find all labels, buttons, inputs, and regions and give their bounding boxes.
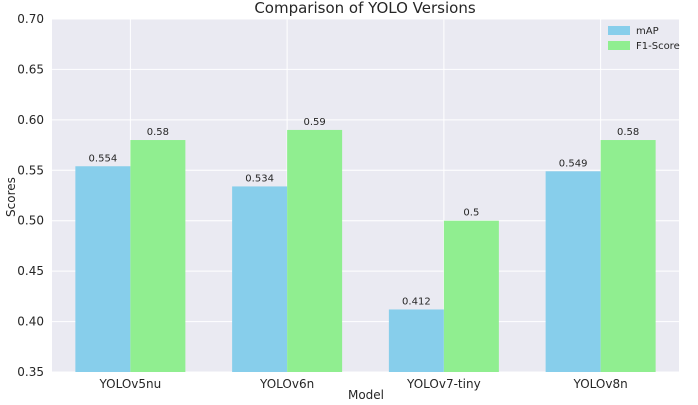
legend-label: mAP xyxy=(636,26,659,37)
x-tick-label: YOLOv7-tiny xyxy=(406,377,481,391)
bar-map-0 xyxy=(75,166,131,372)
legend-swatch xyxy=(608,26,630,35)
x-tick-label: YOLOv6n xyxy=(259,377,314,391)
y-tick-label: 0.55 xyxy=(17,163,44,177)
x-tick-label: YOLOv5nu xyxy=(98,377,161,391)
y-tick-label: 0.60 xyxy=(17,113,44,127)
bar-value-label: 0.554 xyxy=(89,153,118,164)
y-tick-label: 0.70 xyxy=(17,12,44,26)
bar-f1-score-3 xyxy=(600,140,656,372)
bar-value-label: 0.412 xyxy=(402,296,431,307)
tick-labels: 0.35 0.40 0.45 0.50 0.55 0.60 0.65 0.70 YOLOv5nu… xyxy=(17,12,627,391)
bar-value-label: 0.58 xyxy=(617,127,639,138)
bar-value-label: 0.5 xyxy=(463,208,479,219)
bar-value-label: 0.59 xyxy=(303,117,325,128)
legend-swatch xyxy=(608,41,630,50)
y-tick-label: 0.50 xyxy=(17,214,44,228)
chart-title: Comparison of YOLO Versions xyxy=(254,0,476,17)
bar-value-label: 0.534 xyxy=(245,173,274,184)
y-tick-label: 0.65 xyxy=(17,62,44,76)
y-axis-label: Scores xyxy=(4,177,18,217)
bar-value-label: 0.549 xyxy=(559,158,588,169)
y-tick-label: 0.45 xyxy=(17,264,44,278)
x-axis-label: Model xyxy=(348,388,384,402)
bars xyxy=(75,129,656,372)
legend-label: F1-Score xyxy=(636,41,680,52)
bar-map-2 xyxy=(388,309,444,372)
x-tick-label: YOLOv8n xyxy=(573,377,628,391)
y-tick-label: 0.35 xyxy=(17,365,44,379)
bar-value-label: 0.58 xyxy=(147,127,169,138)
bar-map-1 xyxy=(232,186,288,372)
bar-f1-score-1 xyxy=(287,129,343,372)
y-tick-label: 0.40 xyxy=(17,315,44,329)
bar-f1-score-2 xyxy=(443,220,499,372)
bar-f1-score-0 xyxy=(130,140,186,372)
legend: mAP F1-Score xyxy=(608,26,680,52)
bar-map-3 xyxy=(545,171,601,372)
data-labels: 0.554 0.534 0.412 0.549 0.58 0.59 0.5 0.58 xyxy=(89,117,640,308)
